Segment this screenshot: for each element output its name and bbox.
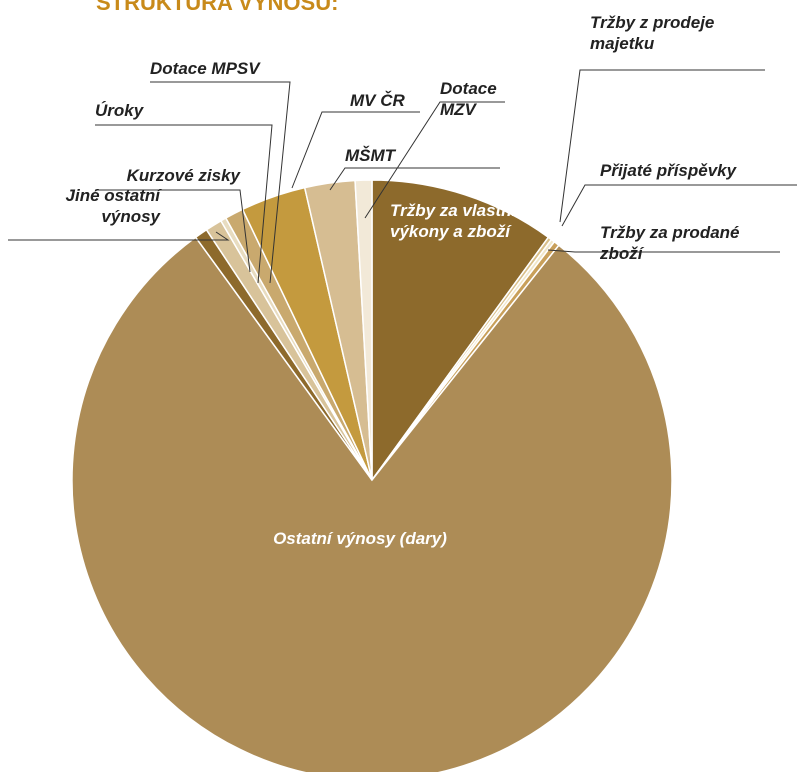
leader-line (95, 189, 251, 273)
leader-line (547, 249, 780, 253)
slice-label: Tržby za prodané zboží (600, 223, 740, 263)
pie-slice (71, 236, 673, 772)
leader-line (8, 231, 230, 241)
slice-label: Tržby za vlastní výkony a zboží (390, 201, 517, 241)
pie-slice (354, 179, 373, 481)
slice-label: Přijaté příspěvky (600, 161, 737, 180)
slice-label: Ostatní výnosy (dary) (273, 529, 447, 548)
slice-label: Kurzové zisky (126, 166, 240, 185)
leader-line (561, 184, 797, 227)
slice-label: MŠMT (345, 146, 396, 165)
leader-line (364, 101, 505, 219)
leader-line (95, 124, 273, 284)
chart-title: STRUKTURA VÝNOSŮ: (96, 0, 339, 15)
slice-label: Jiné ostatní výnosy (65, 186, 160, 226)
slice-label: Tržby z prodeje majetku (590, 13, 715, 53)
slice-label: Úroky (95, 101, 144, 120)
leader-line (329, 167, 500, 191)
slice-label: MV ČR (350, 91, 405, 110)
slice-label: Dotace MZV (440, 79, 497, 119)
pie-slice (371, 179, 550, 483)
leader-line (291, 111, 420, 189)
slice-label: Dotace MPSV (150, 59, 260, 78)
leader-line (150, 81, 291, 284)
leader-line (559, 69, 765, 223)
